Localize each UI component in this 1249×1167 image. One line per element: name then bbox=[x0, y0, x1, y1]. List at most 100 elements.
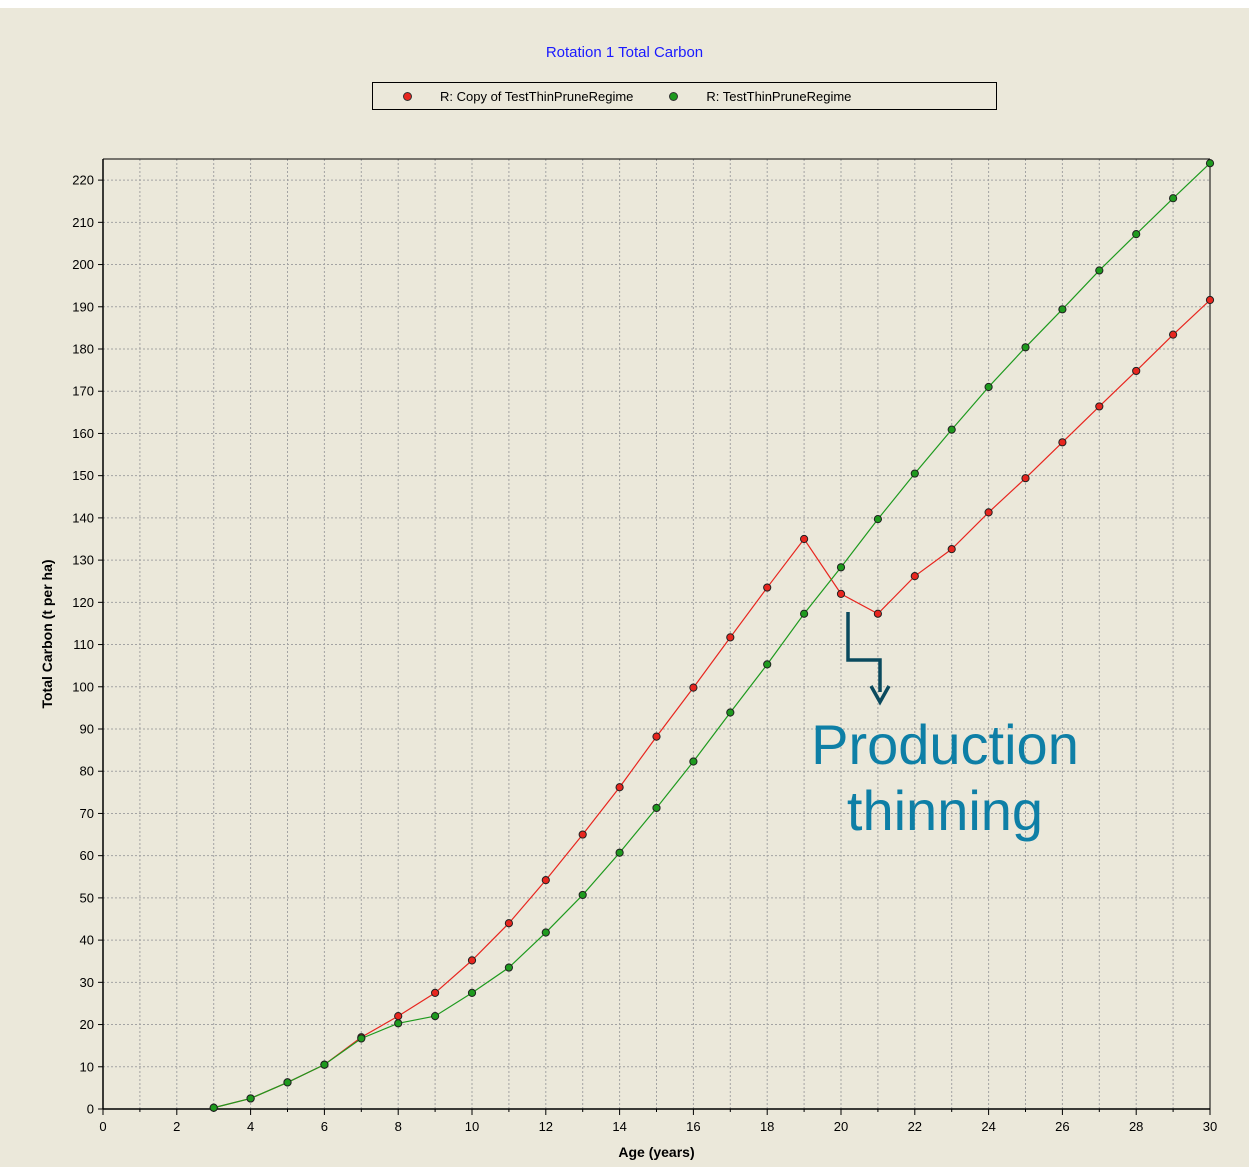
data-point-series-2 bbox=[652, 803, 661, 813]
legend: R: Copy of TestThinPruneRegime R: TestTh… bbox=[372, 82, 997, 110]
data-point-series-1 bbox=[1169, 330, 1178, 339]
x-tick-label: 4 bbox=[247, 1119, 254, 1134]
plot-area bbox=[103, 159, 1210, 1109]
data-point-series-2 bbox=[800, 609, 809, 618]
data-point-series-2 bbox=[836, 563, 846, 572]
x-tick-label: 6 bbox=[321, 1119, 328, 1134]
data-point-series-1 bbox=[541, 876, 550, 885]
data-point-series-1 bbox=[1021, 474, 1030, 483]
y-tick-label: 140 bbox=[72, 510, 94, 525]
y-tick-label: 110 bbox=[73, 637, 94, 652]
y-tick-label: 160 bbox=[72, 426, 94, 441]
x-tick-label: 30 bbox=[1203, 1119, 1217, 1134]
x-tick-label: 0 bbox=[99, 1119, 106, 1134]
legend-label-series-2: R: TestThinPruneRegime bbox=[706, 88, 852, 104]
y-tick-label: 100 bbox=[72, 679, 94, 694]
x-tick-label: 14 bbox=[612, 1119, 626, 1134]
annotation-line-1: Production bbox=[811, 713, 1079, 776]
legend-marker-green bbox=[669, 91, 679, 101]
legend-label-series-1: R: Copy of TestThinPruneRegime bbox=[440, 88, 634, 104]
y-tick-label: 20 bbox=[80, 1017, 94, 1032]
x-tick-label: 10 bbox=[465, 1119, 479, 1134]
y-tick-label: 200 bbox=[72, 257, 94, 272]
series-line-1 bbox=[213, 299, 1211, 1109]
data-point-series-2 bbox=[910, 469, 919, 478]
data-point-series-2 bbox=[984, 382, 993, 392]
x-axis-title: Age (years) bbox=[618, 1144, 694, 1160]
data-point-series-2 bbox=[689, 757, 698, 766]
y-tick-label: 220 bbox=[72, 173, 94, 188]
y-tick-label: 70 bbox=[80, 806, 94, 821]
data-point-series-2 bbox=[726, 708, 735, 717]
data-point-series-2 bbox=[1132, 230, 1141, 239]
legend-entry-series-1: R: Copy of TestThinPruneRegime bbox=[403, 89, 633, 104]
data-point-series-1 bbox=[1095, 402, 1104, 411]
data-point-series-1 bbox=[984, 508, 993, 517]
data-point-series-2 bbox=[947, 425, 956, 434]
x-tick-label: 24 bbox=[981, 1119, 995, 1134]
y-tick-label: 30 bbox=[80, 975, 94, 990]
data-point-series-2 bbox=[615, 848, 624, 857]
data-point-series-2 bbox=[394, 1019, 403, 1028]
series-line-2 bbox=[213, 162, 1211, 1109]
legend-marker-red bbox=[403, 91, 412, 101]
y-tick-label: 80 bbox=[80, 764, 94, 779]
data-point-series-2 bbox=[209, 1103, 218, 1112]
y-tick-label: 40 bbox=[80, 933, 94, 948]
data-point-series-2 bbox=[504, 963, 513, 972]
data-point-series-1 bbox=[467, 956, 477, 965]
data-point-series-1 bbox=[763, 583, 772, 592]
data-point-series-1 bbox=[726, 633, 735, 642]
x-tick-label: 26 bbox=[1055, 1119, 1069, 1134]
y-tick-label: 50 bbox=[80, 890, 94, 905]
data-point-series-1 bbox=[1132, 366, 1141, 376]
y-tick-label: 60 bbox=[80, 848, 94, 863]
y-tick-label: 190 bbox=[72, 299, 94, 314]
data-point-series-1 bbox=[615, 783, 624, 792]
chart-title: Rotation 1 Total Carbon bbox=[545, 44, 704, 61]
data-point-series-2 bbox=[246, 1094, 255, 1103]
y-tick-label: 10 bbox=[80, 1059, 94, 1074]
y-tick-label: 170 bbox=[72, 384, 94, 399]
y-tick-label: 150 bbox=[72, 468, 94, 483]
data-point-series-1 bbox=[836, 589, 846, 598]
data-point-series-1 bbox=[873, 609, 883, 618]
data-point-series-1 bbox=[578, 830, 587, 839]
data-point-series-1 bbox=[689, 683, 698, 692]
y-tick-label: 0 bbox=[87, 1102, 94, 1117]
y-axis-title: Total Carbon (t per ha) bbox=[39, 559, 55, 708]
data-point-series-1 bbox=[1205, 295, 1215, 305]
x-tick-label: 8 bbox=[395, 1119, 402, 1134]
x-tick-label: 16 bbox=[686, 1119, 700, 1134]
data-point-series-1 bbox=[947, 545, 956, 554]
data-point-series-2 bbox=[541, 928, 550, 937]
data-point-series-2 bbox=[431, 1012, 440, 1021]
data-point-series-1 bbox=[394, 1012, 403, 1021]
bent-arrow-down-icon bbox=[846, 612, 891, 706]
data-point-series-1 bbox=[431, 988, 440, 997]
data-point-series-2 bbox=[467, 988, 477, 997]
x-tick-label: 20 bbox=[834, 1119, 848, 1134]
y-tick-label: 210 bbox=[72, 215, 94, 230]
x-tick-label: 12 bbox=[539, 1119, 553, 1134]
data-point-series-2 bbox=[1095, 266, 1104, 275]
annotation-line-2: thinning bbox=[846, 779, 1044, 842]
legend-entry-series-2: R: TestThinPruneRegime bbox=[669, 89, 851, 104]
data-point-series-1 bbox=[652, 732, 661, 741]
data-point-series-2 bbox=[283, 1078, 292, 1087]
annotation-text: Production thinning bbox=[780, 712, 1110, 844]
data-point-series-2 bbox=[357, 1034, 366, 1043]
y-tick-label: 120 bbox=[72, 595, 94, 610]
data-point-series-2 bbox=[1058, 305, 1067, 314]
data-point-series-1 bbox=[1058, 438, 1067, 447]
data-point-series-2 bbox=[1169, 194, 1178, 203]
top-strip bbox=[0, 0, 1249, 8]
x-tick-label: 18 bbox=[760, 1119, 774, 1134]
y-tick-label: 90 bbox=[80, 722, 94, 737]
x-tick-label: 28 bbox=[1129, 1119, 1143, 1134]
data-point-series-1 bbox=[800, 534, 809, 544]
data-point-series-1 bbox=[910, 572, 919, 581]
data-point-series-2 bbox=[578, 890, 587, 900]
data-point-series-2 bbox=[1205, 159, 1215, 168]
